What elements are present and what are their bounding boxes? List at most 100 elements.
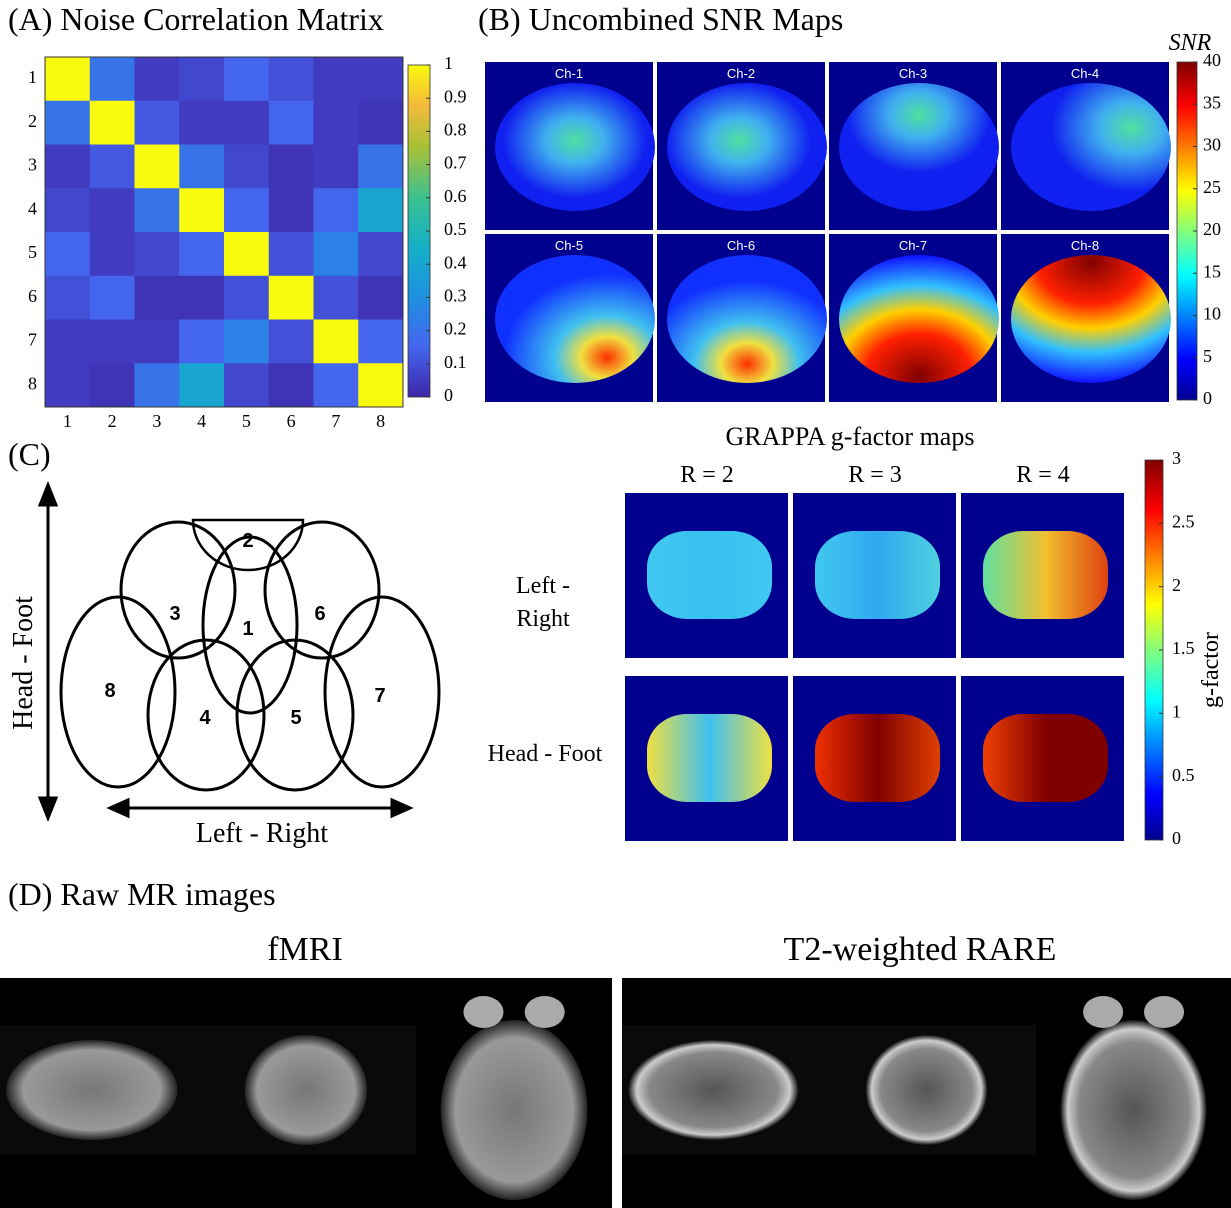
heatmap-cell — [314, 101, 359, 145]
x-tick-label: 1 — [63, 411, 72, 431]
gfactor-map-object — [815, 714, 940, 802]
colorbar-tick-label: 30 — [1203, 135, 1221, 155]
axis-label: Left - Right — [196, 818, 328, 849]
axis-label: Head - Foot — [8, 596, 39, 730]
heatmap-cell — [224, 57, 269, 101]
colorbar-tick-label: 0.1 — [444, 352, 467, 372]
heatmap-cell — [90, 101, 135, 145]
colorbar-tick-label: 10 — [1203, 304, 1221, 324]
y-tick-label: 3 — [28, 155, 37, 175]
colorbar-tick-label: 0.8 — [444, 120, 467, 140]
channel-label: Ch-5 — [555, 238, 583, 253]
mr-slice — [628, 1040, 799, 1140]
snr-map-object — [495, 255, 655, 383]
y-tick-label: 4 — [28, 198, 37, 218]
heatmap-cell — [179, 363, 224, 407]
heatmap-cell — [314, 276, 359, 320]
x-tick-label: 7 — [331, 411, 340, 431]
heatmap-cell — [358, 57, 403, 101]
heatmap-cell — [358, 320, 403, 364]
coil-diagram — [40, 485, 439, 818]
colorbar-tick-label: 1 — [1172, 701, 1181, 721]
heatmap-cell — [224, 276, 269, 320]
snr-map-object — [495, 83, 655, 211]
colorbar-tick-label: 1 — [444, 53, 453, 73]
colorbar-tick-label: 0 — [1172, 828, 1181, 848]
colorbar-tick-label: 0.9 — [444, 86, 467, 106]
colorbar-tick-label: 0 — [444, 385, 453, 405]
column-label: R = 3 — [848, 462, 902, 488]
x-tick-label: 8 — [376, 411, 385, 431]
snr-map-object — [1011, 83, 1171, 211]
heatmap-cell — [135, 57, 180, 101]
mr-eye — [1083, 996, 1123, 1028]
colorbar-tick-label: 1.5 — [1172, 638, 1195, 658]
heatmap-cell — [224, 145, 269, 189]
colorbar-tick-label: 2 — [1172, 575, 1181, 595]
heatmap-cell — [358, 145, 403, 189]
heatmap-cell — [269, 363, 314, 407]
heatmap-cell — [135, 276, 180, 320]
row-label: Left - Right — [498, 570, 588, 636]
coil-label: 5 — [290, 707, 301, 729]
heatmap-cell — [45, 320, 90, 364]
mr-slice — [6, 1040, 177, 1140]
channel-label: Ch-8 — [1071, 238, 1099, 253]
mr-slice — [866, 1035, 988, 1145]
gfactor-map-object — [815, 531, 940, 619]
colorbar-tick-label: 0.2 — [444, 319, 467, 339]
figure: (A) Noise Correlation Matrix (B) Uncombi… — [0, 0, 1231, 1208]
heatmap-cell — [90, 145, 135, 189]
gfactor-map-object — [983, 531, 1108, 619]
group-label: T2-weighted RARE — [784, 931, 1057, 968]
row-label: Head - Foot — [470, 738, 620, 771]
heatmap-cell — [269, 101, 314, 145]
x-tick-label: 6 — [287, 411, 296, 431]
heatmap-cell — [135, 232, 180, 276]
colorbar-tick-label: 0.7 — [444, 153, 467, 173]
mr-slice — [441, 1020, 588, 1200]
heatmap-cell — [314, 320, 359, 364]
channel-label: Ch-3 — [899, 66, 927, 81]
column-label: R = 4 — [1016, 462, 1070, 488]
x-tick-label: 3 — [152, 411, 161, 431]
colorbar-label: g-factor — [1198, 632, 1224, 708]
heatmap-cell — [358, 276, 403, 320]
colorbar-tick-label: 0.4 — [444, 252, 467, 272]
heatmap-cell — [45, 363, 90, 407]
x-tick-label: 2 — [108, 411, 117, 431]
colorbar-tick-label: 40 — [1203, 50, 1221, 70]
heatmap-cell — [90, 232, 135, 276]
channel-label: Ch-2 — [727, 66, 755, 81]
coil-label: 3 — [169, 603, 180, 625]
channel-label: Ch-4 — [1071, 66, 1099, 81]
heatmap-cell — [314, 57, 359, 101]
heatmap-cell — [314, 363, 359, 407]
heatmap-cell — [179, 188, 224, 232]
heatmap-cell — [358, 232, 403, 276]
heatmap-cell — [269, 188, 314, 232]
heatmap-cell — [179, 145, 224, 189]
panel-title: (D) Raw MR images — [8, 876, 276, 912]
mr-slice — [1060, 1020, 1206, 1200]
heatmap-cell — [135, 363, 180, 407]
mr-slice — [245, 1035, 367, 1145]
heatmap-cell — [224, 363, 269, 407]
colorbar-tick-label: 5 — [1203, 346, 1212, 366]
heatmap-cell — [179, 101, 224, 145]
colorbar-tick-label: 2.5 — [1172, 511, 1195, 531]
coil-label: 2 — [242, 530, 253, 552]
mr-eye — [1144, 996, 1184, 1028]
heatmap-cell — [269, 57, 314, 101]
heatmap-cell — [135, 188, 180, 232]
y-tick-label: 5 — [28, 242, 37, 262]
coil-label: 4 — [199, 707, 211, 729]
heatmap-cell — [179, 57, 224, 101]
colorbar-tick-label: 0.6 — [444, 186, 467, 206]
gfactor-map-object — [647, 714, 772, 802]
coil-label: 1 — [242, 618, 253, 640]
gfactor-map-object — [647, 531, 772, 619]
channel-label: Ch-6 — [727, 238, 755, 253]
heatmap-cell — [90, 320, 135, 364]
y-tick-label: 7 — [28, 330, 37, 350]
